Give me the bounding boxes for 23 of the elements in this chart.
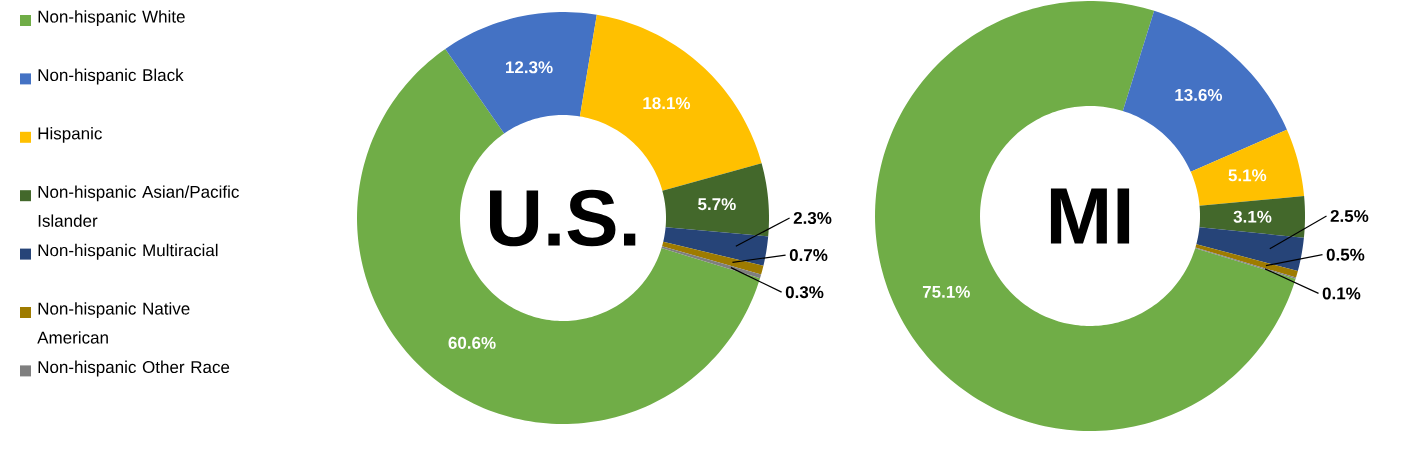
legend-label: Non-hispanic White — [38, 10, 185, 27]
data-label: 0.1% — [1322, 287, 1361, 300]
legend-label: Non-hispanic Multiracial — [38, 243, 218, 260]
legend-label: Non-hispanic Black — [38, 68, 184, 85]
data-label: 3.1% — [1233, 210, 1272, 223]
text: MI — [1050, 188, 1130, 244]
data-label: 18.1% — [643, 97, 691, 110]
data-label: 5.1% — [1228, 169, 1267, 182]
data-label: 0.5% — [1326, 248, 1365, 261]
data-label: 12.3% — [506, 61, 553, 74]
data-label: 5.7% — [698, 198, 736, 211]
text: U.S. — [490, 189, 636, 247]
data-label: 60.6% — [448, 336, 496, 349]
legend-label: Hispanic — [38, 127, 102, 143]
data-label: 75.1% — [922, 285, 970, 298]
data-label: 0.3% — [785, 286, 824, 299]
data-label: 2.5% — [1330, 209, 1369, 223]
legend-label: Non-hispanic Native American — [37, 302, 190, 344]
data-label: 0.7% — [789, 249, 828, 262]
data-label: 13.6% — [1175, 88, 1223, 101]
data-label: 2.3% — [793, 211, 832, 225]
legend-label: Non-hispanic Other Race — [38, 360, 230, 377]
legend-label: Non-hispanic Asian/Pacific Islander — [38, 185, 239, 227]
